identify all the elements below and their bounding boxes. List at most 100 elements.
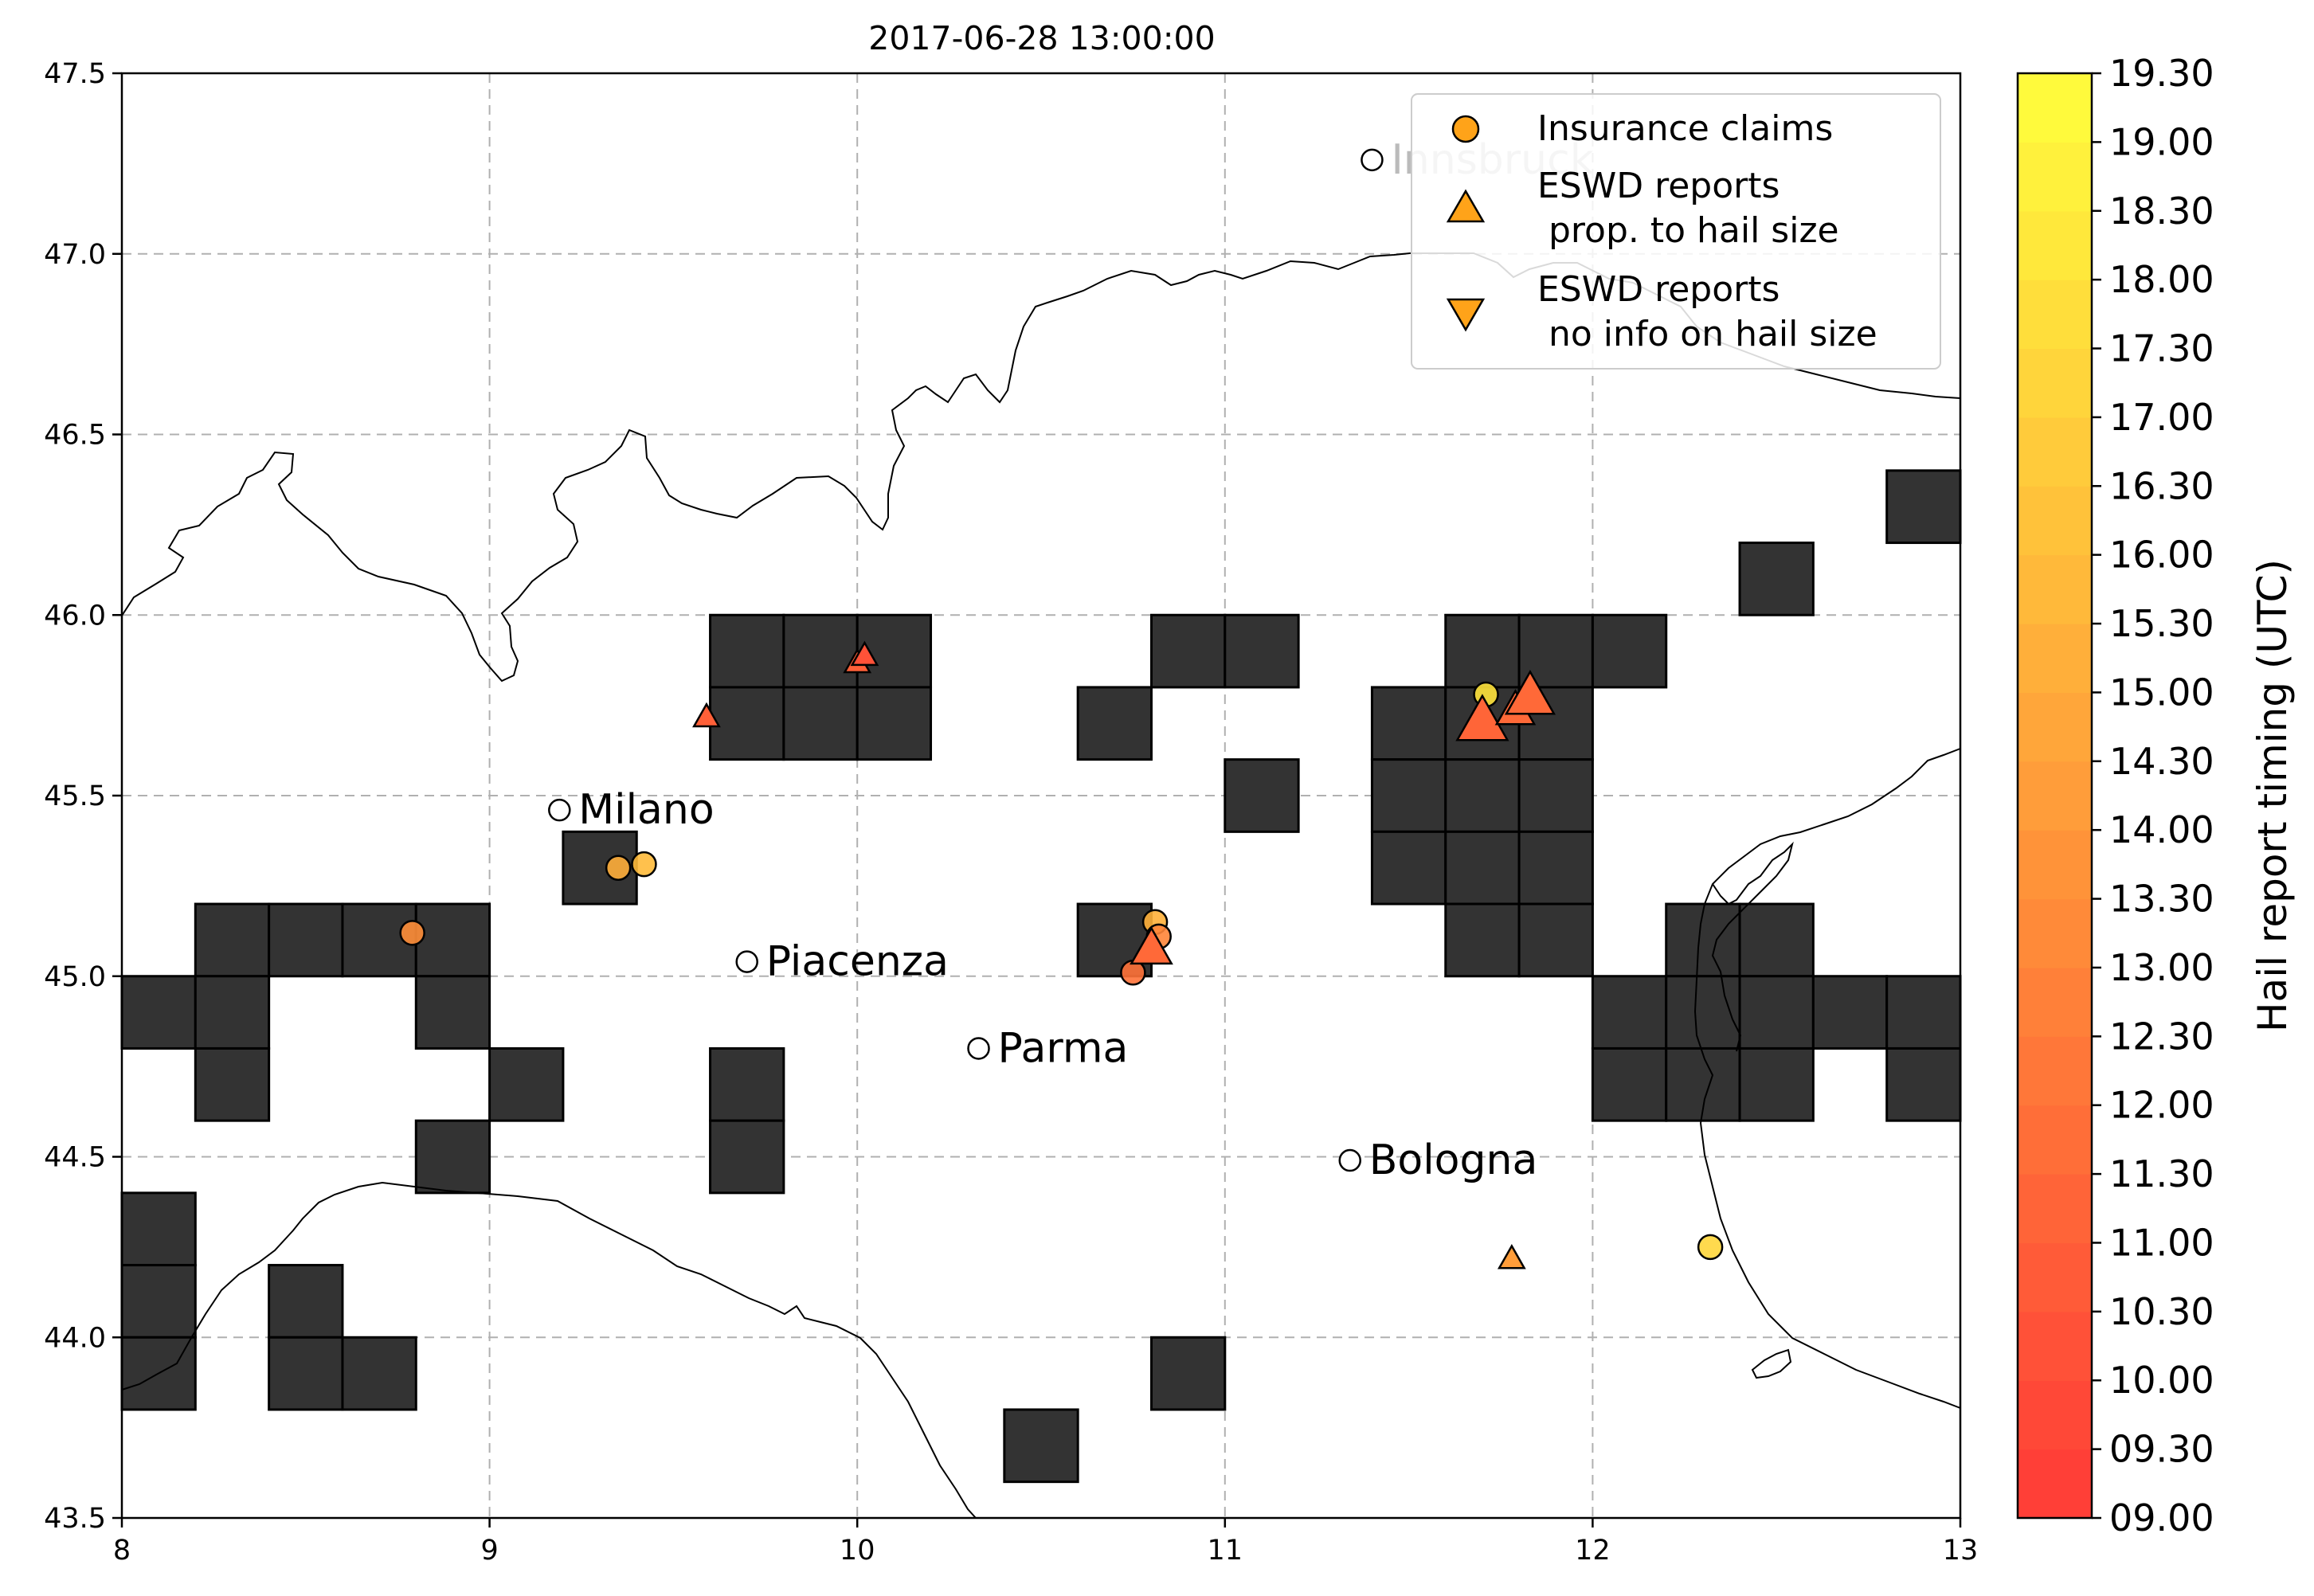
radar-hail-cell bbox=[268, 1336, 344, 1411]
colorbar-tick-label: 19.00 bbox=[2109, 120, 2214, 163]
insurance-claim-point bbox=[631, 851, 657, 878]
colorbar-tick-label: 11.30 bbox=[2109, 1152, 2214, 1195]
insurance-claim-point bbox=[605, 855, 632, 881]
radar-hail-cell bbox=[120, 1191, 197, 1267]
colorbar-band bbox=[2018, 73, 2092, 143]
colorbar-tick-label: 18.30 bbox=[2109, 190, 2214, 233]
radar-hail-cell bbox=[120, 975, 197, 1050]
city-marker bbox=[1361, 148, 1384, 172]
radar-hail-cell bbox=[1444, 902, 1521, 978]
radar-hail-cell bbox=[782, 613, 859, 689]
colorbar-tick-label: 09.30 bbox=[2109, 1428, 2214, 1471]
colorbar-band bbox=[2018, 142, 2092, 212]
radar-hail-cell bbox=[1665, 975, 1741, 1050]
x-tick-label: 12 bbox=[1575, 1535, 1611, 1567]
radar-hail-cell bbox=[1444, 613, 1521, 689]
colorbar-tick-label: 17.30 bbox=[2109, 327, 2214, 370]
colorbar-band bbox=[2018, 898, 2092, 968]
city-label: Parma bbox=[998, 1024, 1129, 1072]
radar-hail-cell bbox=[709, 686, 785, 761]
colorbar-tick-label: 16.00 bbox=[2109, 534, 2214, 577]
legend-triangle-down-icon bbox=[1446, 298, 1486, 332]
colorbar-band bbox=[2018, 280, 2092, 350]
eswd-report-triangle bbox=[692, 702, 721, 728]
colorbar-tick-label: 13.30 bbox=[2109, 878, 2214, 921]
radar-hail-cell bbox=[1738, 902, 1815, 978]
city-marker bbox=[1338, 1148, 1361, 1172]
radar-hail-cell bbox=[1444, 830, 1521, 906]
radar-hail-cell bbox=[709, 1119, 785, 1195]
radar-hail-cell bbox=[1517, 902, 1594, 978]
radar-hail-cell bbox=[1591, 975, 1668, 1050]
radar-hail-cell bbox=[1591, 613, 1668, 689]
x-tick-label: 13 bbox=[1943, 1535, 1979, 1567]
x-tick-label: 9 bbox=[480, 1535, 498, 1567]
colorbar-band bbox=[2018, 1311, 2092, 1381]
y-tick-label: 43.5 bbox=[44, 1503, 106, 1535]
radar-hail-cell bbox=[1370, 830, 1447, 906]
legend-label: no info on hail size bbox=[1537, 314, 1877, 354]
colorbar-tick-label: 13.00 bbox=[2109, 946, 2214, 989]
radar-hail-cell bbox=[194, 1046, 271, 1122]
radar-hail-cell bbox=[1224, 758, 1300, 833]
city-marker bbox=[967, 1037, 990, 1060]
colorbar-band bbox=[2018, 1449, 2092, 1519]
insurance-claim-point bbox=[399, 920, 425, 946]
colorbar-band bbox=[2018, 967, 2092, 1037]
radar-hail-cell bbox=[1665, 902, 1741, 978]
radar-hail-cell bbox=[268, 1264, 344, 1339]
radar-hail-cell bbox=[856, 686, 933, 761]
radar-hail-cell bbox=[1370, 686, 1447, 761]
x-tick-label: 8 bbox=[113, 1535, 131, 1567]
radar-hail-cell bbox=[414, 902, 491, 978]
axis-ticks: 8 9 10 11 12 13 43.5 44.0 44.5 45.0 45.5 46.0 46.5 47… bbox=[44, 58, 1978, 1567]
city-marker bbox=[735, 950, 758, 973]
colorbar-band bbox=[2018, 1036, 2092, 1106]
y-tick-label: 45.5 bbox=[44, 780, 106, 812]
colorbar-tick-label: 10.00 bbox=[2109, 1359, 2214, 1402]
legend-label: prop. to hail size bbox=[1537, 210, 1839, 251]
colorbar-band bbox=[2018, 692, 2092, 762]
colorbar-tick-label: 15.00 bbox=[2109, 671, 2214, 714]
y-tick-label: 47.0 bbox=[44, 239, 106, 271]
eswd-report-triangle bbox=[1504, 669, 1556, 715]
legend-triangle-up-icon bbox=[1446, 189, 1486, 223]
radar-hail-cell bbox=[1885, 469, 1962, 545]
colorbar-tick-label: 12.00 bbox=[2109, 1084, 2214, 1127]
legend-items: Insurance claims ESWD reports prop. to ha… bbox=[1446, 108, 1877, 354]
colorbar-band bbox=[2018, 210, 2092, 280]
colorbar-tick-label: 12.30 bbox=[2109, 1015, 2214, 1058]
eswd-report-triangle bbox=[1497, 1243, 1526, 1269]
colorbar-tick-label: 09.00 bbox=[2109, 1496, 2214, 1539]
radar-hail-cell bbox=[1224, 613, 1300, 689]
x-tick-label: 10 bbox=[840, 1535, 875, 1567]
colorbar-frame bbox=[2016, 72, 2093, 1520]
colorbar-band bbox=[2018, 624, 2092, 694]
colorbar-tick-label: 17.00 bbox=[2109, 396, 2214, 439]
radar-hail-cell bbox=[194, 975, 271, 1050]
city-label: Piacenza bbox=[766, 938, 949, 986]
colorbar-tick-label: 14.00 bbox=[2109, 808, 2214, 851]
legend-label: ESWD reports bbox=[1537, 166, 1780, 206]
radar-hail-cell bbox=[1738, 542, 1815, 616]
radar-hail-cell bbox=[1444, 758, 1521, 833]
radar-hail-cell bbox=[120, 1264, 197, 1339]
radar-hail-cell bbox=[414, 975, 491, 1050]
adriatic-coastline bbox=[1693, 748, 1961, 1409]
radar-hail-cell bbox=[1517, 758, 1594, 833]
colorbar-band bbox=[2018, 1105, 2092, 1175]
eswd-reports bbox=[692, 640, 1556, 1269]
radar-hail-cell bbox=[1811, 975, 1889, 1050]
radar-hail-cell bbox=[709, 1046, 785, 1122]
colorbar-tick-label: 15.30 bbox=[2109, 602, 2214, 645]
y-tick-label: 47.5 bbox=[44, 58, 106, 90]
legend-label: Insurance claims bbox=[1537, 108, 1833, 149]
colorbar-tick-label: 18.00 bbox=[2109, 258, 2214, 301]
y-tick-label: 45.0 bbox=[44, 961, 106, 993]
colorbar-tick-label: 19.30 bbox=[2109, 52, 2214, 95]
colorbar-band bbox=[2018, 761, 2092, 831]
y-tick-label: 44.5 bbox=[44, 1142, 106, 1174]
colorbar-bands bbox=[2018, 73, 2092, 1519]
island-outline bbox=[1751, 1348, 1792, 1379]
